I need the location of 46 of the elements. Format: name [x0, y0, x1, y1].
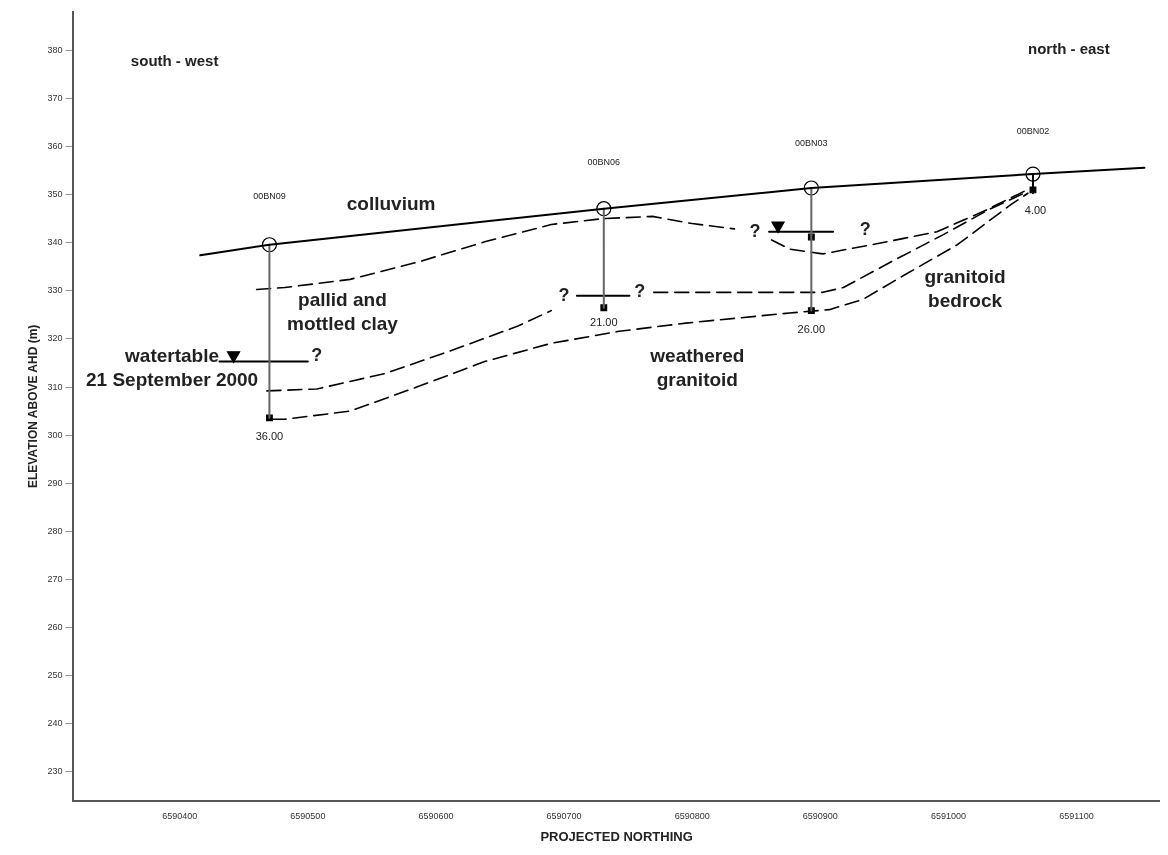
annotation: ? — [311, 344, 323, 365]
x-tick-label: 6590600 — [418, 811, 454, 822]
annotation: 21.00 — [590, 316, 618, 329]
annotation: ? — [859, 218, 871, 239]
y-tick-label: 290 — [47, 477, 63, 488]
x-tick-label: 6590800 — [674, 811, 710, 822]
annotation: weathered granitoid — [649, 344, 745, 390]
x-tick-label: 6591100 — [1059, 811, 1094, 822]
x-tick-label: 6590700 — [546, 811, 582, 822]
annotation: 00BN09 — [253, 190, 286, 201]
annotation: 00BN03 — [795, 138, 828, 149]
annotation: granitoid bedrock — [924, 265, 1006, 311]
x-axis-title: PROJECTED NORTHING — [540, 828, 693, 844]
y-axis-title: ELEVATION ABOVE AHD (m) — [25, 324, 40, 488]
y-tick-label: 330 — [47, 285, 63, 296]
annotation: pallid and mottled clay — [287, 289, 399, 335]
y-tick-label: 340 — [47, 237, 63, 248]
annotation: ? — [558, 284, 570, 305]
x-tick-label: 6590500 — [290, 811, 326, 822]
y-tick-label: 260 — [47, 621, 63, 632]
y-tick-label: 230 — [47, 766, 63, 777]
y-tick-label: 350 — [47, 189, 63, 200]
x-tick-label: 6591000 — [930, 811, 966, 822]
annotation: south - west — [130, 51, 219, 69]
annotation: 36.00 — [255, 429, 284, 442]
y-tick-label: 320 — [47, 333, 63, 344]
annotation: 00BN02 — [1016, 126, 1050, 137]
annotation: watertable 21 September 2000 — [85, 344, 259, 390]
annotation: 4.00 — [1024, 203, 1047, 216]
annotation: north - east — [1028, 39, 1110, 57]
y-tick-label: 250 — [47, 670, 63, 681]
y-tick-label: 300 — [47, 429, 63, 440]
annotation: 00BN06 — [587, 156, 621, 167]
annotation: ? — [634, 281, 646, 302]
y-tick-label: 370 — [47, 93, 63, 104]
y-tick-label: 310 — [47, 381, 63, 392]
y-tick-label: 270 — [47, 573, 63, 584]
y-tick-label: 360 — [47, 141, 63, 152]
annotation: 26.00 — [797, 322, 826, 335]
annotation: ? — [749, 220, 761, 241]
y-tick-label: 240 — [47, 718, 63, 729]
x-tick-label: 6590400 — [162, 811, 198, 822]
y-tick-label: 280 — [47, 525, 63, 536]
annotation: colluvium — [346, 192, 436, 214]
x-tick-label: 6590900 — [802, 811, 838, 822]
y-tick-label: 380 — [47, 44, 63, 55]
